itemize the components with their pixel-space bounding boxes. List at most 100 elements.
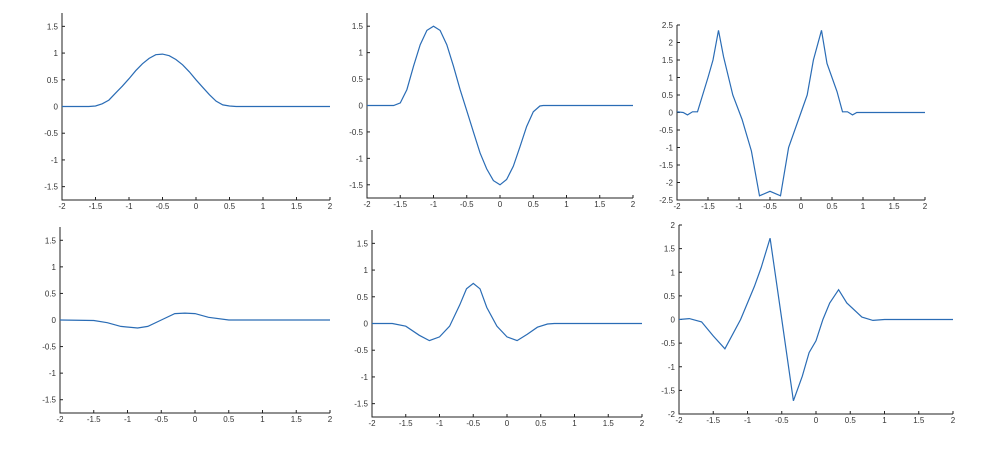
x-tick-label: 0 [498, 200, 503, 209]
x-tick-label: 1 [882, 416, 887, 425]
y-tick-label: 1 [364, 266, 369, 275]
y-tick-label: -1.5 [44, 183, 58, 192]
y-tick-label: 0 [359, 102, 364, 111]
y-tick-label: 1 [54, 49, 59, 58]
x-tick-label: -0.5 [466, 419, 480, 428]
x-tick-label: 0.5 [845, 416, 857, 425]
subplot-3: -2 -1.5 -1 -0.5 0 0.5 1 1.5 2-2.5-2-1.5-1-0.500.… [659, 21, 928, 211]
x-tick-label: -1.5 [701, 202, 715, 211]
y-tick-label: -1 [356, 154, 364, 163]
subplot-6: -2 -1.5 -1 -0.5 0 0.5 1 1.5 2 -2 -1.5 -1 -0.5 0 0.5 1 1.… [661, 221, 956, 425]
x-tick-label: 2 [328, 415, 333, 424]
x-tick-label: -0.5 [156, 202, 170, 211]
x-tick-label: -2 [673, 202, 681, 211]
y-tick-label: 1.5 [352, 22, 364, 31]
y-tick-label: -0.5 [44, 129, 58, 138]
series-line [372, 282, 642, 342]
y-tick-label: 0 [669, 109, 674, 118]
subplot-1: -2 -1.5 -1 -0.5 0 0.5 1 1.5 2 -1.5 -1 -0.5 0 0.5 1 1.5 [44, 13, 333, 211]
x-tick-label: -1.5 [399, 419, 413, 428]
x-tick-label: 0 [194, 202, 199, 211]
y-tick-label: -1 [49, 369, 57, 378]
subplot-4: -2 -1.5 -1 -0.5 0 0.5 1 1.5 2 -1.5 -1 -0.5 0 0.5 1 1.5 [42, 227, 333, 424]
series-line [59, 312, 330, 329]
x-tick-label: 2 [951, 416, 956, 425]
y-tick-label: -1 [361, 373, 369, 382]
y-tick-label: 1.5 [47, 22, 59, 31]
y-tick-label: 0.5 [45, 289, 57, 298]
x-tick-label: 1.5 [594, 200, 606, 209]
x-tick-label: -1.5 [393, 200, 407, 209]
x-tick-label: -0.5 [763, 202, 777, 211]
y-tick-label: -1 [668, 363, 676, 372]
y-tick-label: 1.5 [45, 236, 57, 245]
y-tick-label: -1.5 [659, 161, 673, 170]
x-tick-label: 0.5 [223, 415, 235, 424]
x-tick-label: 1 [564, 200, 569, 209]
x-tick-label: 1.5 [888, 202, 900, 211]
y-tick-label: 1 [359, 49, 364, 58]
subplot-5: -2 -1.5 -1 -0.5 0 0.5 1 1.5 2 -1.5 -1 -0.5 0 0.5 1 1.5 [354, 230, 645, 428]
y-tick-label: 0 [671, 316, 676, 325]
y-tick-label: 0 [54, 103, 59, 112]
x-tick-label: 0.5 [826, 202, 838, 211]
y-tick-label: -2 [668, 410, 676, 419]
y-tick-label: -1.5 [354, 400, 368, 409]
y-tick-label: 0.5 [357, 293, 369, 302]
y-tick-label: -1.5 [42, 396, 56, 405]
y-tick-label: 0.5 [47, 76, 59, 85]
series-line [676, 30, 925, 197]
x-tick-label: -2 [368, 419, 376, 428]
y-tick-label: -1 [666, 144, 674, 153]
x-tick-label: 2 [328, 202, 333, 211]
x-tick-label: 1.5 [291, 202, 303, 211]
x-tick-label: -0.5 [154, 415, 168, 424]
y-tick-label: 0 [52, 316, 57, 325]
x-tick-label: 2 [923, 202, 928, 211]
x-tick-label: 1.5 [603, 419, 615, 428]
x-tick-label: 1 [861, 202, 866, 211]
x-tick-label: 0 [814, 416, 819, 425]
x-tick-label: -2 [363, 200, 371, 209]
series-line [678, 238, 953, 402]
y-tick-label: -2 [666, 179, 674, 188]
x-tick-label: -1.5 [706, 416, 720, 425]
x-tick-label: -1 [436, 419, 444, 428]
y-tick-label: -0.5 [349, 128, 363, 137]
y-tick-label: -1.5 [661, 386, 675, 395]
x-tick-label: 0 [799, 202, 804, 211]
x-tick-label: -1.5 [89, 202, 103, 211]
y-tick-label: -1.5 [349, 181, 363, 190]
x-tick-label: 1 [260, 415, 265, 424]
x-tick-label: 2 [631, 200, 636, 209]
y-tick-label: -2.5 [659, 196, 673, 205]
x-tick-label: 0.5 [535, 419, 547, 428]
y-tick-label: 0.5 [352, 75, 364, 84]
y-tick-label: 1.5 [664, 245, 676, 254]
y-tick-label: -0.5 [661, 339, 675, 348]
x-tick-label: 1.5 [913, 416, 925, 425]
x-tick-label: -0.5 [460, 200, 474, 209]
x-tick-label: 0.5 [224, 202, 236, 211]
x-tick-label: -1 [124, 415, 132, 424]
y-tick-label: 0.5 [664, 292, 676, 301]
y-tick-label: -0.5 [354, 346, 368, 355]
x-tick-label: -1 [125, 202, 133, 211]
y-tick-label: -0.5 [42, 343, 56, 352]
x-tick-label: 0 [193, 415, 198, 424]
y-tick-label: 2 [669, 39, 674, 48]
x-tick-label: -2 [58, 202, 66, 211]
y-tick-label: 1.5 [662, 56, 674, 65]
y-tick-label: -0.5 [659, 126, 673, 135]
x-tick-label: 0 [505, 419, 510, 428]
subplot-2: -2 -1.5 -1 -0.5 0 0.5 1 1.5 2 -1.5 -1 -0.5 0 0.5 1 1.5 [349, 13, 636, 209]
x-tick-label: 1 [261, 202, 266, 211]
series-line [367, 25, 633, 186]
y-tick-label: 0 [364, 320, 369, 329]
x-tick-label: -1 [735, 202, 743, 211]
x-tick-label: 1.5 [291, 415, 303, 424]
x-tick-label: -1 [430, 200, 438, 209]
x-tick-label: -0.5 [775, 416, 789, 425]
series-line [62, 53, 330, 108]
y-tick-label: 1.5 [357, 239, 369, 248]
